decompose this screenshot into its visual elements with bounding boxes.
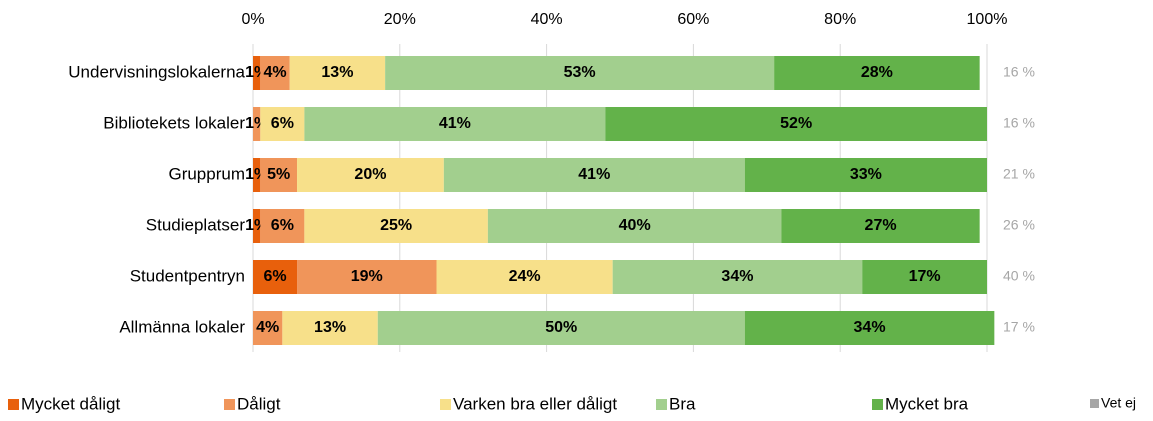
data-label: 34% <box>721 268 753 285</box>
bar-segment <box>253 107 261 141</box>
data-label: 20% <box>354 166 386 183</box>
legend-swatch <box>8 399 19 410</box>
bar-segment <box>774 56 980 90</box>
bar-segment <box>612 260 863 294</box>
data-label: 6% <box>263 268 286 285</box>
legend-label: Varken bra eller dåligt <box>453 394 617 413</box>
bar-segment <box>304 209 488 243</box>
x-tick-label: 40% <box>531 11 563 28</box>
bar-segment <box>282 311 378 345</box>
data-label: 41% <box>439 115 471 132</box>
bar-segment <box>289 56 386 90</box>
bar-segment <box>862 260 987 294</box>
legend-swatch <box>224 399 235 410</box>
data-label: 25% <box>380 217 412 234</box>
data-label: 13% <box>314 319 346 336</box>
data-label: 27% <box>865 217 897 234</box>
legend-swatch <box>872 399 883 410</box>
legend-label: Dåligt <box>237 394 281 413</box>
data-label: 28% <box>861 64 893 81</box>
data-label: 53% <box>564 64 596 81</box>
bar-segment <box>253 158 261 192</box>
bar-segment <box>253 311 283 345</box>
legend-label: Bra <box>669 394 696 413</box>
vet-ej-label: 16 % <box>1003 115 1035 131</box>
vet-ej-label: 26 % <box>1003 217 1035 233</box>
vet-ej-label: 17 % <box>1003 319 1035 335</box>
bar-segment <box>377 311 745 345</box>
category-label: Allmänna lokaler <box>119 317 245 336</box>
x-tick-label: 60% <box>677 11 709 28</box>
data-label: 34% <box>854 319 886 336</box>
x-tick-label: 100% <box>967 11 1008 28</box>
bar-segment <box>260 107 305 141</box>
bar-segment <box>781 209 980 243</box>
legend-label: Vet ej <box>1101 395 1136 411</box>
vet-ej-label: 16 % <box>1003 64 1035 80</box>
bar-segment <box>253 56 261 90</box>
data-label: 40% <box>619 217 651 234</box>
category-label: Studentpentryn <box>130 266 245 285</box>
data-label: 24% <box>509 268 541 285</box>
bar-segment <box>253 260 298 294</box>
bar-segment <box>487 209 782 243</box>
category-label: Undervisningslokalerna <box>68 62 245 81</box>
bar-segment <box>297 158 444 192</box>
x-tick-label: 20% <box>384 11 416 28</box>
bar-segment <box>260 209 305 243</box>
legend-swatch <box>656 399 667 410</box>
category-label: Bibliotekets lokaler <box>103 113 245 132</box>
bar-segment <box>260 56 290 90</box>
legend-label: Mycket bra <box>885 394 969 413</box>
bar-segment <box>297 260 437 294</box>
data-label: 6% <box>271 217 294 234</box>
bar-segment <box>436 260 613 294</box>
legend-swatch <box>1090 399 1099 408</box>
legend-label: Mycket dåligt <box>21 394 120 413</box>
bar-segment <box>443 158 745 192</box>
bar-segment <box>304 107 606 141</box>
data-label: 4% <box>263 64 286 81</box>
bar-segment <box>744 311 995 345</box>
bar-segment <box>744 158 987 192</box>
bar-segment <box>253 209 261 243</box>
vet-ej-label: 40 % <box>1003 268 1035 284</box>
data-label: 50% <box>545 319 577 336</box>
bar-segment <box>260 158 298 192</box>
x-tick-label: 0% <box>241 11 264 28</box>
data-label: 41% <box>578 166 610 183</box>
vet-ej-label: 21 % <box>1003 166 1035 182</box>
data-label: 17% <box>909 268 941 285</box>
data-label: 4% <box>256 319 279 336</box>
legend-swatch <box>440 399 451 410</box>
category-label: Grupprum <box>168 164 245 183</box>
data-label: 19% <box>351 268 383 285</box>
bar-segment <box>385 56 775 90</box>
data-label: 52% <box>780 115 812 132</box>
data-label: 5% <box>267 166 290 183</box>
data-label: 6% <box>271 115 294 132</box>
x-tick-label: 80% <box>824 11 856 28</box>
data-label: 13% <box>321 64 353 81</box>
bar-segment <box>605 107 987 141</box>
data-label: 33% <box>850 166 882 183</box>
category-label: Studieplatser <box>146 215 246 234</box>
